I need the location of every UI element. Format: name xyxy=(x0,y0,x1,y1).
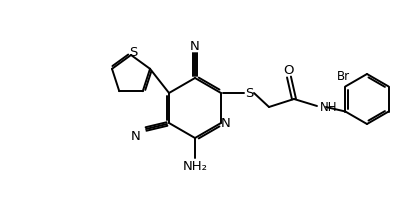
Text: NH: NH xyxy=(320,101,337,114)
Text: N: N xyxy=(190,40,200,53)
Text: Br: Br xyxy=(337,70,350,83)
Text: N: N xyxy=(131,130,141,143)
Text: S: S xyxy=(129,46,137,59)
Text: O: O xyxy=(284,64,294,77)
Text: S: S xyxy=(245,86,253,99)
Text: NH₂: NH₂ xyxy=(183,160,207,172)
Text: N: N xyxy=(221,117,231,130)
